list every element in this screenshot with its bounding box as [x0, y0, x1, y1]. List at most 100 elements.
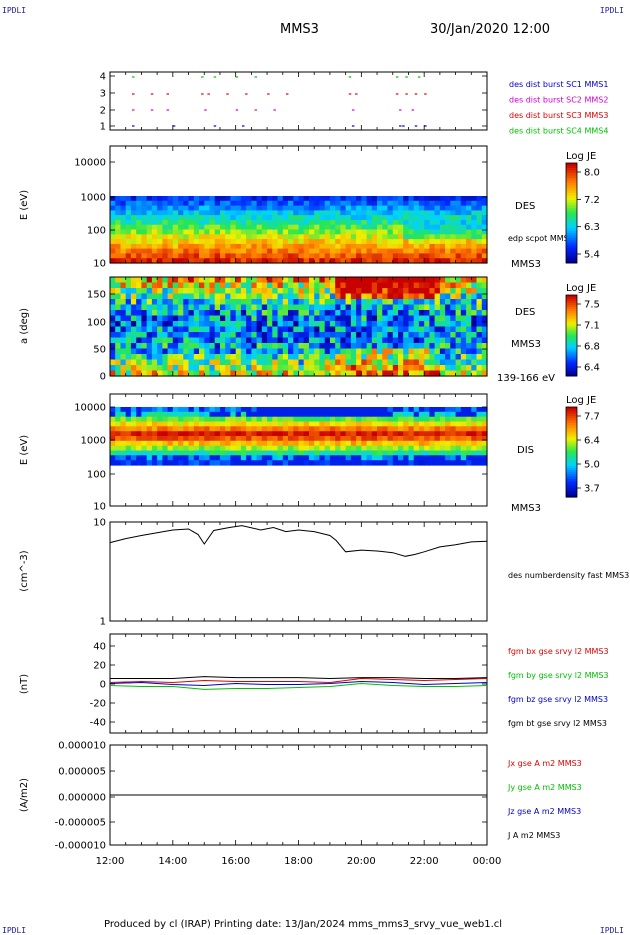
spectrogram-cell-des-pitch	[193, 332, 200, 339]
spectrogram-cell-des-energy	[110, 215, 116, 221]
series-label: des numberdensity fast MMS3	[508, 571, 629, 580]
spectrogram-cell-des-pitch	[319, 343, 326, 350]
spectrogram-cell-des-energy	[361, 258, 368, 264]
spectrogram-cell-des-pitch	[371, 348, 378, 355]
colorbar-segment	[566, 327, 577, 330]
spectrogram-cell-des-pitch	[157, 359, 163, 366]
spectrogram-cell-des-energy	[314, 215, 320, 221]
spectrogram-cell-dis-energy	[298, 455, 305, 461]
colorbar-segment	[566, 425, 577, 428]
spectrogram-cell-dis-energy	[455, 436, 462, 442]
spectrogram-cell-dis-energy	[450, 455, 457, 461]
spectrogram-cell-des-pitch	[329, 332, 336, 339]
spectrogram-cell-des-energy	[314, 248, 320, 254]
spectrogram-cell-dis-energy	[261, 407, 268, 413]
y-axis-label: E (eV)	[19, 190, 30, 220]
spectrogram-cell-des-energy	[481, 210, 488, 216]
spectrogram-cell-des-pitch	[481, 304, 488, 311]
spectrogram-cell-des-pitch	[403, 370, 409, 377]
spectrogram-cell-des-pitch	[450, 310, 457, 317]
spectrogram-cell-des-energy	[303, 215, 310, 221]
spectrogram-cell-des-pitch	[230, 293, 237, 300]
spectrogram-cell-des-energy	[392, 229, 399, 235]
spectrogram-cell-dis-energy	[361, 431, 368, 437]
spectrogram-cell-des-energy	[240, 248, 247, 254]
colorbar-segment	[566, 180, 577, 184]
spectrogram-cell-des-pitch	[183, 299, 190, 306]
spectrogram-cell-des-pitch	[209, 299, 216, 306]
spectrogram-cell-des-pitch	[345, 343, 352, 350]
spectrogram-cell-des-energy	[256, 215, 263, 221]
spectrogram-cell-des-energy	[240, 224, 247, 231]
spectrogram-cell-des-energy	[382, 224, 389, 231]
spectrogram-cell-des-pitch	[413, 343, 420, 350]
spectrogram-cell-dis-energy	[183, 416, 190, 423]
spectrogram-cell-des-pitch	[471, 293, 478, 300]
spectrogram-cell-dis-energy	[256, 411, 263, 418]
spectrogram-cell-des-energy	[235, 229, 242, 235]
spectrogram-cell-dis-energy	[199, 436, 205, 442]
spectrogram-cell-des-pitch	[403, 315, 409, 322]
spectrogram-cell-dis-energy	[261, 411, 268, 418]
spectrogram-cell-des-pitch	[377, 315, 383, 322]
spectrogram-cell-des-pitch	[235, 365, 242, 372]
legend-entry: des dist burst SC4 MMS4	[509, 127, 608, 136]
spectrogram-cell-des-pitch	[450, 343, 457, 350]
spectrogram-cell-des-energy	[439, 248, 446, 254]
spectrogram-cell-dis-energy	[125, 407, 132, 413]
spectrogram-cell-des-pitch	[220, 354, 226, 361]
spectrogram-cell-des-pitch	[392, 288, 399, 295]
spectrogram-cell-dis-energy	[439, 407, 446, 413]
spectrogram-cell-des-pitch	[413, 348, 420, 355]
spectrogram-cell-des-energy	[230, 200, 237, 207]
spectrogram-cell-des-pitch	[193, 365, 200, 372]
spectrogram-cell-des-energy	[272, 239, 279, 245]
spectrogram-cell-des-pitch	[282, 315, 289, 322]
spectrogram-cell-dis-energy	[230, 421, 237, 427]
spectrogram-cell-dis-energy	[130, 407, 137, 413]
spectrogram-cell-des-energy	[204, 243, 211, 250]
spectrogram-cell-dis-energy	[413, 455, 420, 461]
spectrogram-cell-dis-energy	[141, 445, 148, 452]
spectrogram-cell-des-energy	[481, 229, 488, 235]
spectrogram-cell-des-pitch	[240, 332, 247, 339]
spectrogram-cell-dis-energy	[366, 445, 373, 452]
spectrogram-cell-des-pitch	[403, 332, 409, 339]
spectrogram-cell-des-pitch	[319, 337, 326, 344]
spectrogram-cell-des-pitch	[204, 288, 211, 295]
spectrogram-cell-des-pitch	[188, 370, 195, 377]
series-label: Jy gse A m2 MMS3	[507, 783, 582, 792]
colorbar-tick-label: 7.5	[584, 300, 600, 311]
colorbar-segment	[566, 359, 577, 363]
spectrogram-cell-des-energy	[398, 219, 404, 226]
spectrogram-cell-des-energy	[261, 248, 268, 254]
spectrogram-cell-dis-energy	[377, 440, 383, 447]
spectrogram-cell-dis-energy	[115, 440, 121, 447]
spectrogram-cell-dis-energy	[288, 450, 294, 456]
spectrogram-cell-dis-energy	[377, 436, 383, 442]
spectrogram-cell-des-pitch	[225, 299, 231, 306]
spectrogram-cell-des-pitch	[345, 315, 352, 322]
spectrogram-cell-des-energy	[261, 258, 268, 264]
spectrogram-cell-dis-energy	[298, 436, 305, 442]
spectrogram-cell-dis-energy	[110, 416, 116, 423]
spectrogram-cell-des-energy	[183, 205, 190, 211]
spectrogram-cell-dis-energy	[172, 460, 179, 466]
spectrogram-cell-des-pitch	[246, 310, 252, 317]
spectrogram-cell-des-pitch	[151, 348, 158, 355]
spectrogram-cell-des-pitch	[225, 343, 231, 350]
spectrogram-cell-des-energy	[199, 243, 205, 250]
spectrogram-cell-des-energy	[350, 200, 357, 207]
spectrogram-cell-des-pitch	[235, 359, 242, 366]
spectrogram-cell-des-energy	[188, 239, 195, 245]
spectrogram-cell-des-pitch	[151, 343, 158, 350]
spectrogram-cell-dis-energy	[272, 416, 279, 423]
spectrogram-cell-dis-energy	[298, 440, 305, 447]
spectrogram-cell-des-pitch	[445, 277, 451, 284]
spectrogram-cell-des-energy	[157, 215, 163, 221]
spectrogram-cell-des-pitch	[282, 343, 289, 350]
spectrogram-cell-des-pitch	[220, 282, 226, 289]
spectrogram-cell-dis-energy	[418, 407, 425, 413]
spectrogram-cell-des-energy	[246, 248, 252, 254]
spectrogram-cell-des-pitch	[141, 365, 148, 372]
